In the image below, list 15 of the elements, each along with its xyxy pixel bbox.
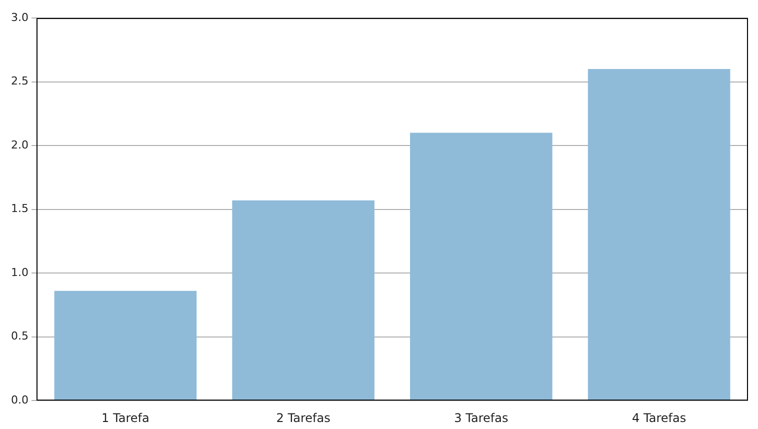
- bar: [588, 69, 730, 400]
- x-tick-label: 2 Tarefas: [276, 410, 330, 425]
- y-tick-label: 2.5: [10, 74, 28, 88]
- y-tick-label: 2.0: [10, 138, 28, 152]
- y-tick-label: 0.0: [10, 393, 28, 406]
- bar: [232, 200, 374, 400]
- y-tick-label: 0.5: [10, 330, 28, 343]
- bar: [410, 132, 552, 400]
- y-tick-label: 3.0: [10, 10, 28, 24]
- x-tick-label: 4 Tarefas: [632, 410, 686, 425]
- y-tick-label: 1.5: [10, 202, 28, 216]
- x-tick-label: 1 Tarefa: [102, 410, 150, 425]
- y-tick-label: 1.0: [10, 266, 28, 279]
- x-tick-label: 3 Tarefas: [454, 410, 508, 425]
- bar: [54, 290, 197, 400]
